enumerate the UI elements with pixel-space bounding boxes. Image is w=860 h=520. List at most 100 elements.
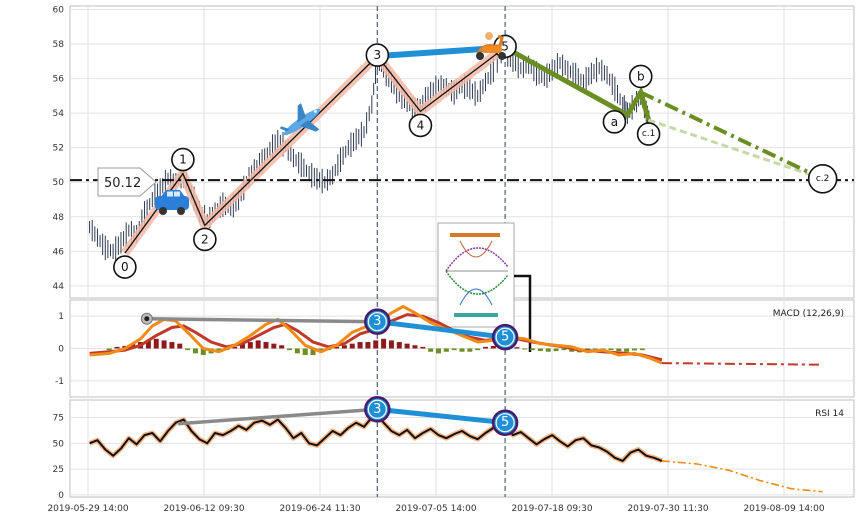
level-callout-box xyxy=(97,167,157,197)
macd-histogram-bar xyxy=(428,348,434,352)
wave-label-text: c.1 xyxy=(642,129,656,139)
macd-histogram-bar xyxy=(106,348,112,351)
macd-histogram-bar xyxy=(381,338,387,349)
wave-label-text: 3 xyxy=(374,48,382,62)
macd-histogram-bar xyxy=(310,348,316,355)
macd-histogram-bar xyxy=(483,346,489,349)
level-callout-text: 50.12 xyxy=(104,176,141,191)
price-plot xyxy=(89,42,824,261)
macd-histogram-bar xyxy=(232,346,238,349)
wave-label-circle xyxy=(807,163,838,194)
macd-histogram-bar xyxy=(412,345,418,349)
macd-histogram-bar xyxy=(271,343,277,349)
macd-histogram-bar xyxy=(185,348,191,351)
macd-histogram-bar xyxy=(145,340,151,349)
wave-label-circle xyxy=(365,43,390,67)
airplane-icon xyxy=(279,103,321,136)
macd-histogram-bar xyxy=(341,345,347,349)
wave-label-circle xyxy=(193,227,217,252)
price-y-tick: 60 xyxy=(53,5,65,15)
wave-label-circle xyxy=(113,255,137,279)
macd-y-tick: 1 xyxy=(58,312,64,322)
macd-histogram-bar xyxy=(177,343,183,349)
macd-histogram-bar xyxy=(451,348,457,351)
macd-histogram-bar xyxy=(616,348,622,352)
wave-label-text: a xyxy=(611,115,618,129)
price-y-tick: 50 xyxy=(53,178,65,188)
macd-histogram-bar xyxy=(114,346,120,349)
rsi-wave-badge-label: 5 xyxy=(501,415,509,430)
macd-histogram-bar xyxy=(443,348,449,352)
macd-histogram-bar xyxy=(334,346,340,349)
price-y-tick: 54 xyxy=(53,109,65,119)
macd-histogram-bar xyxy=(435,348,441,354)
x-tick-label: 2019-05-29 14:00 xyxy=(47,504,128,514)
macd-histogram-bar xyxy=(404,343,410,349)
wave-label-text: c.2 xyxy=(816,174,830,184)
price-y-tick: 58 xyxy=(53,40,65,50)
macd-histogram-bar xyxy=(302,348,308,355)
macd-histogram-bar xyxy=(459,348,465,352)
rsi-y-tick: 0 xyxy=(58,491,64,501)
macd-histogram-bar xyxy=(294,348,300,354)
macd-panel-label: MACD (12,26,9) xyxy=(773,309,844,319)
correction-wave-line xyxy=(503,45,652,121)
wave-lines xyxy=(121,43,824,256)
rsi-blue-trendline xyxy=(377,406,506,426)
macd-histogram-bar xyxy=(200,348,206,355)
macd-histogram-bar xyxy=(239,343,245,349)
rsi-wave-badge-label: 3 xyxy=(373,402,381,417)
macd-histogram-bar xyxy=(420,346,426,349)
macd-histogram-bar xyxy=(365,342,371,349)
macd-gray-dot-core xyxy=(144,316,150,322)
rsi-panel-frame xyxy=(69,399,855,498)
macd-y-tick: -1 xyxy=(55,377,64,387)
wave-label-circle xyxy=(171,147,195,172)
wave-labels: 0 1 2 3 4 5 a b c.1 c.2 xyxy=(113,34,838,279)
macd-histogram-bar xyxy=(490,345,496,349)
macd-histogram-bar xyxy=(357,342,363,349)
axis-ticks: 444648505254565860-10102550752019-05-29 … xyxy=(47,5,824,514)
macd-forecast-line xyxy=(661,362,823,366)
price-y-tick: 48 xyxy=(53,213,65,223)
rsi-panel-label: RSI 14 xyxy=(815,409,844,419)
macd-wave-badge-ring xyxy=(495,327,515,347)
inset-image-icon xyxy=(437,222,515,328)
macd-histogram-bar xyxy=(631,348,637,351)
price-y-tick: 44 xyxy=(53,282,65,292)
level-callout: 50.12 xyxy=(97,167,157,197)
macd-wave-badge-label: 5 xyxy=(501,330,509,345)
price-y-tick: 52 xyxy=(53,144,64,154)
macd-histogram-bar xyxy=(553,348,559,352)
macd-histogram-bar xyxy=(255,340,261,349)
macd-histogram-bar xyxy=(569,348,575,352)
wave-label-text: b xyxy=(637,69,645,83)
wave-label-text: 4 xyxy=(417,118,425,132)
wave-label-text: 5 xyxy=(501,39,509,53)
macd-histogram-bar xyxy=(349,343,355,349)
projection-dashdot-line xyxy=(639,90,824,181)
macd-wave-badge-ring xyxy=(367,312,387,332)
wave-label-circle xyxy=(628,64,653,89)
x-tick-label: 2019-06-12 09:30 xyxy=(163,504,244,514)
x-tick-label: 2019-06-24 11:30 xyxy=(279,504,360,514)
wave-label-text: 0 xyxy=(121,260,129,274)
x-tick-label: 2019-07-18 09:30 xyxy=(511,504,592,514)
macd-histogram-bar xyxy=(537,348,543,352)
macd-histogram-bar xyxy=(639,348,645,351)
x-tick-label: 2019-07-05 14:00 xyxy=(395,504,476,514)
macd-histogram-bar xyxy=(279,345,285,349)
macd-histogram-bar xyxy=(161,340,167,349)
price-y-tick: 56 xyxy=(53,75,65,85)
rsi-forecast-line xyxy=(661,460,823,493)
macd-wave-badge-label: 3 xyxy=(373,314,381,329)
macd-histogram-bar xyxy=(287,348,293,351)
macd-histogram-bar xyxy=(514,347,520,349)
wave-badges: 3 5 3 5 xyxy=(364,308,519,436)
macd-histogram-bar xyxy=(522,348,528,350)
rsi-wave-badge-ring xyxy=(367,399,387,419)
car-icon xyxy=(155,190,189,215)
level-line-group: 50.12 xyxy=(70,167,854,197)
